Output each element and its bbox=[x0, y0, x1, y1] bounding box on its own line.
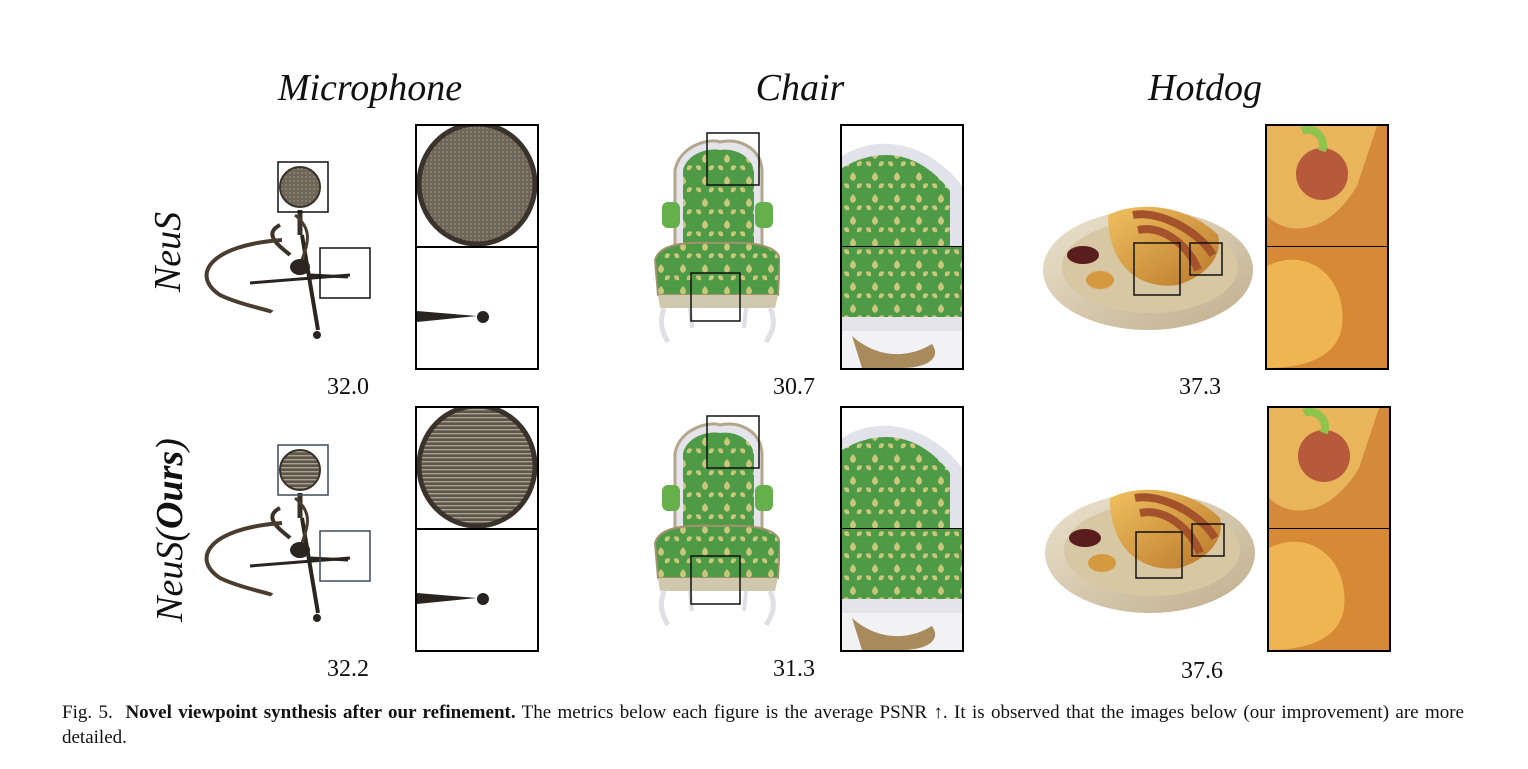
metric-chair-neus: 30.7 bbox=[773, 374, 815, 400]
microphone-zoom-ours bbox=[415, 406, 539, 652]
column-title-hotdog: Hotdog bbox=[1148, 67, 1262, 109]
metric-chair-ours: 31.3 bbox=[773, 656, 815, 682]
metric-hotdog-ours: 37.6 bbox=[1181, 658, 1223, 684]
hotdog-render-ours bbox=[1045, 489, 1255, 613]
hotdog-zoom-neus bbox=[1265, 124, 1389, 370]
chair-zoom-neus bbox=[840, 124, 964, 370]
hotdog-render-neus bbox=[1043, 206, 1253, 330]
chair-render-ours bbox=[653, 415, 780, 627]
row-label-close: ) bbox=[149, 438, 191, 451]
column-title-microphone: Microphone bbox=[277, 67, 463, 109]
row-label-neus-ours: NeuS(Ours) bbox=[148, 380, 192, 680]
microphone-zoom-neus bbox=[415, 124, 539, 370]
row-label-neus: NeuS bbox=[147, 211, 189, 293]
metric-microphone-ours: 32.2 bbox=[327, 656, 369, 682]
microphone-render-ours bbox=[204, 444, 371, 622]
chair-render-neus bbox=[653, 132, 780, 344]
caption-bold: Novel viewpoint synthesis after our refi… bbox=[125, 702, 516, 723]
caption-figure-number: Fig. 5. bbox=[62, 702, 113, 723]
metric-hotdog-neus: 37.3 bbox=[1179, 374, 1221, 400]
microphone-render-neus bbox=[204, 161, 371, 339]
caption-text: The metrics below each figure is the ave… bbox=[62, 702, 1464, 748]
row-label-plain: NeuS( bbox=[149, 528, 191, 622]
hotdog-zoom-ours bbox=[1267, 406, 1391, 652]
chair-zoom-ours bbox=[840, 406, 964, 652]
metric-microphone-neus: 32.0 bbox=[327, 374, 369, 400]
column-title-chair: Chair bbox=[755, 67, 845, 109]
row-label-ours: Ours bbox=[149, 450, 191, 529]
figure-caption: Fig. 5. Novel viewpoint synthesis after … bbox=[62, 700, 1464, 750]
